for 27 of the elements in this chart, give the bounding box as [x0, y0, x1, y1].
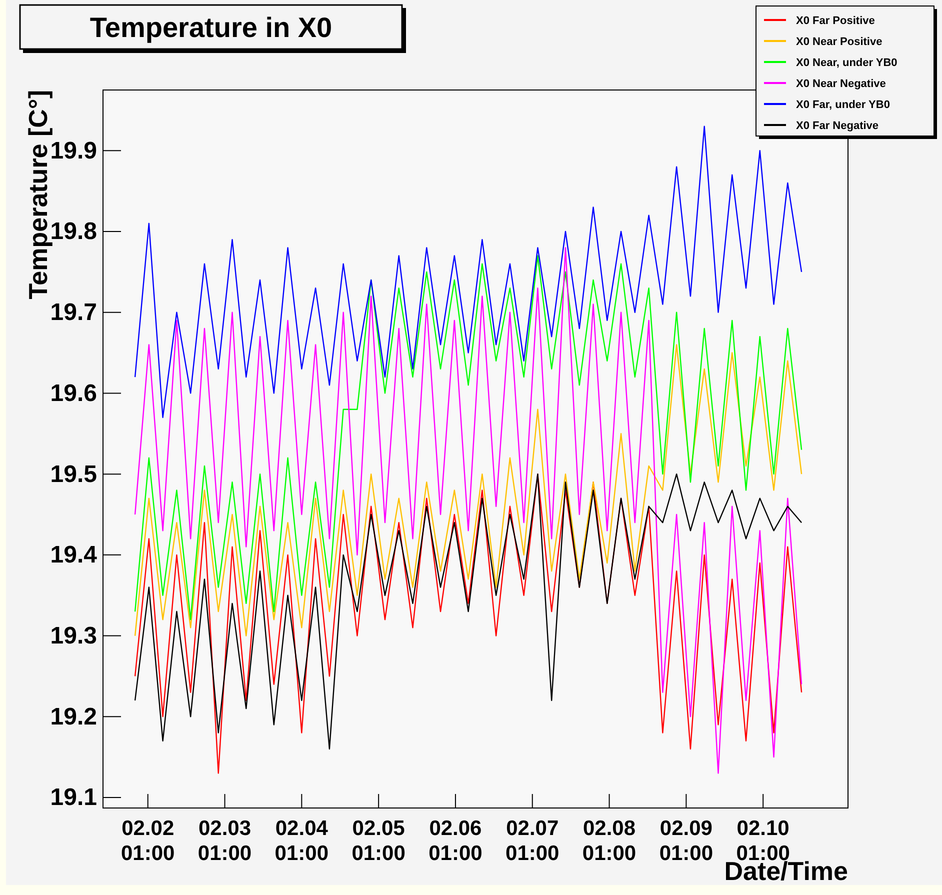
line-series: [134, 344, 802, 636]
x-tick-label: 02.02 01:00: [121, 817, 175, 865]
x-tick-label: 02.08 01:00: [582, 817, 636, 865]
y-tick-label: 19.7: [50, 299, 97, 326]
y-tick-label: 19.4: [50, 542, 98, 569]
x-tick-label: 02.05 01:00: [352, 817, 406, 865]
x-tick-label: 02.07 01:00: [506, 817, 560, 865]
legend-label: X0 Near Negative: [796, 78, 886, 90]
y-tick-label: 19.6: [50, 380, 97, 407]
legend-label: X0 Near, under YB0: [796, 57, 898, 69]
y-tick-label: 19.3: [50, 622, 97, 650]
y-tick-label: 19.9: [50, 137, 97, 164]
legend-label: X0 Far Negative: [796, 120, 879, 132]
x-tick-label: 02.04 01:00: [274, 817, 329, 865]
y-axis-title: Temperature [C°]: [23, 90, 53, 300]
x-tick-label: 02.03 01:00: [198, 817, 252, 865]
legend-label: X0 Far, under YB0: [796, 99, 890, 111]
legend-label: X0 Near Positive: [796, 36, 882, 48]
legend-label: X0 Far Positive: [796, 15, 875, 27]
y-tick-label: 19.5: [50, 460, 97, 488]
chart-title: Temperature in X0: [90, 12, 332, 43]
x-tick-label: 02.09 01:00: [659, 817, 714, 865]
y-tick-label: 19.2: [50, 703, 97, 730]
y-tick-label: 19.1: [50, 784, 97, 812]
line-series: [134, 247, 802, 774]
x-tick-label: 02.06 01:00: [428, 817, 482, 865]
line-series: [134, 255, 802, 620]
